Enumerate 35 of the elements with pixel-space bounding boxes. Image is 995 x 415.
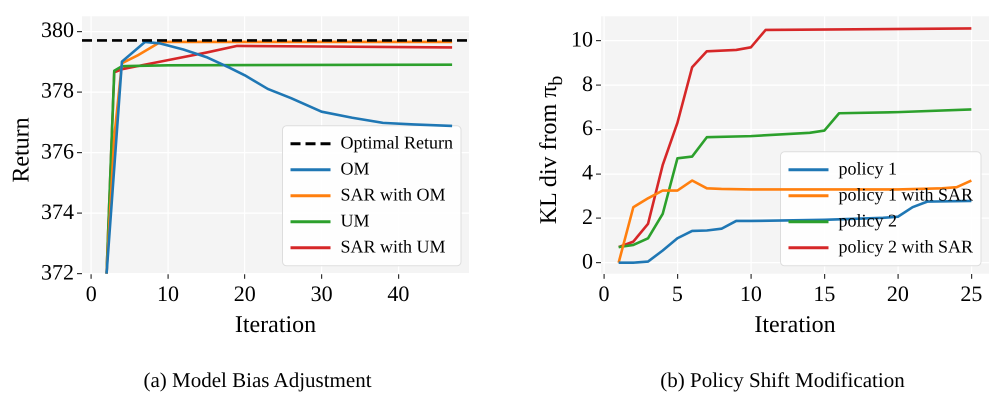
y-tick-label: 6: [582, 115, 593, 140]
legend-label: UM: [340, 210, 370, 231]
y-tick-label: 372: [41, 260, 74, 285]
x-tick-label: 10: [157, 280, 179, 306]
x-tick-label: 5: [672, 280, 683, 306]
x-tick-label: 20: [234, 280, 256, 306]
legend-label: OM: [340, 158, 370, 179]
legend-label: policy 1 with SAR: [838, 184, 974, 205]
text: (a) Model Bias Adjustment: [143, 368, 372, 393]
y-tick-label: 2: [582, 204, 593, 230]
y-tick-label: 10: [571, 26, 593, 52]
x-tick-label: 30: [310, 280, 333, 306]
y-tick-label: 376: [41, 138, 74, 164]
legend-label: Optimal Return: [340, 132, 453, 153]
x-axis-title: Iteration: [234, 312, 316, 338]
x-tick-label: 25: [960, 280, 982, 306]
y-tick-label: 8: [582, 70, 593, 96]
y-tick-label: 374: [41, 198, 74, 224]
x-tick-label: 0: [86, 280, 97, 306]
y-tick-label: 378: [41, 78, 74, 103]
x-tick-label: 10: [740, 280, 762, 306]
legend-label: SAR with OM: [340, 184, 446, 205]
text: (b) Policy Shift Modification: [660, 368, 905, 393]
x-tick-label: 15: [813, 280, 836, 306]
legend-label: policy 2 with SAR: [838, 236, 974, 257]
x-tick-label: 0: [598, 280, 610, 306]
y-tick-label: 380: [41, 17, 74, 42]
legend-label: SAR with UM: [340, 236, 446, 257]
legend-label: policy 1: [838, 158, 897, 179]
y-tick-label: 4: [582, 160, 593, 185]
x-axis-title: Iteration: [754, 312, 836, 338]
y-axis-title: Return: [8, 117, 36, 183]
y-tick-label: 0: [582, 248, 593, 274]
x-tick-label: 20: [886, 280, 909, 306]
x-tick-label: 40: [387, 280, 410, 306]
